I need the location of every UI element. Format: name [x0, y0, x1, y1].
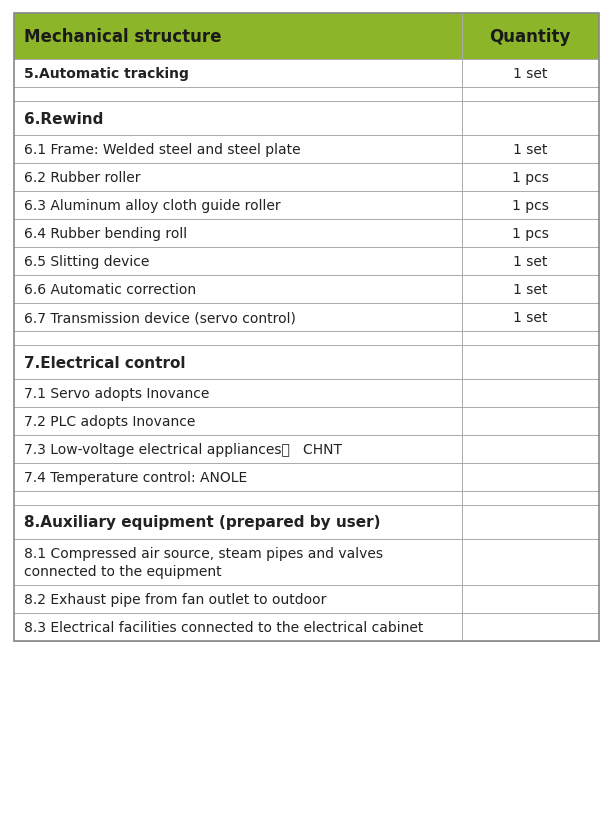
- Text: 7.1 Servo adopts Inovance: 7.1 Servo adopts Inovance: [24, 387, 210, 400]
- Text: 8.1 Compressed air source, steam pipes and valves
connected to the equipment: 8.1 Compressed air source, steam pipes a…: [24, 545, 383, 579]
- Text: Quantity: Quantity: [490, 28, 571, 46]
- Text: 6.3 Aluminum alloy cloth guide roller: 6.3 Aluminum alloy cloth guide roller: [24, 199, 281, 213]
- Text: 6.5 Slitting device: 6.5 Slitting device: [24, 255, 150, 269]
- Text: 8.2 Exhaust pipe from fan outlet to outdoor: 8.2 Exhaust pipe from fan outlet to outd…: [24, 592, 326, 606]
- Text: 1 set: 1 set: [513, 67, 547, 81]
- Text: 1 set: 1 set: [513, 143, 547, 156]
- Text: 6.2 Rubber roller: 6.2 Rubber roller: [24, 171, 140, 185]
- Bar: [14, 14, 599, 60]
- Text: 6.4 Rubber bending roll: 6.4 Rubber bending roll: [24, 227, 187, 241]
- Text: 5.Automatic tracking: 5.Automatic tracking: [24, 67, 189, 81]
- Text: 1 set: 1 set: [513, 310, 547, 324]
- Text: 7.2 PLC adopts Inovance: 7.2 PLC adopts Inovance: [24, 414, 196, 428]
- Text: 1 set: 1 set: [513, 255, 547, 269]
- Text: 6.6 Automatic correction: 6.6 Automatic correction: [24, 283, 196, 296]
- Text: 6.7 Transmission device (servo control): 6.7 Transmission device (servo control): [24, 310, 296, 324]
- Text: 8.Auxiliary equipment (prepared by user): 8.Auxiliary equipment (prepared by user): [24, 515, 381, 530]
- Text: Mechanical structure: Mechanical structure: [24, 28, 221, 46]
- Text: 8.3 Electrical facilities connected to the electrical cabinet: 8.3 Electrical facilities connected to t…: [24, 620, 424, 634]
- Text: 6.Rewind: 6.Rewind: [24, 111, 104, 126]
- Text: 1 set: 1 set: [513, 283, 547, 296]
- Text: 7.3 Low-voltage electrical appliances：   CHNT: 7.3 Low-voltage electrical appliances： C…: [24, 442, 342, 456]
- Text: 7.4 Temperature control: ANOLE: 7.4 Temperature control: ANOLE: [24, 470, 247, 484]
- Text: 1 pcs: 1 pcs: [512, 227, 549, 241]
- Text: 6.1 Frame: Welded steel and steel plate: 6.1 Frame: Welded steel and steel plate: [24, 143, 300, 156]
- Text: 1 pcs: 1 pcs: [512, 199, 549, 213]
- Bar: [14, 14, 599, 641]
- Text: 1 pcs: 1 pcs: [512, 171, 549, 185]
- Text: 7.Electrical control: 7.Electrical control: [24, 355, 186, 370]
